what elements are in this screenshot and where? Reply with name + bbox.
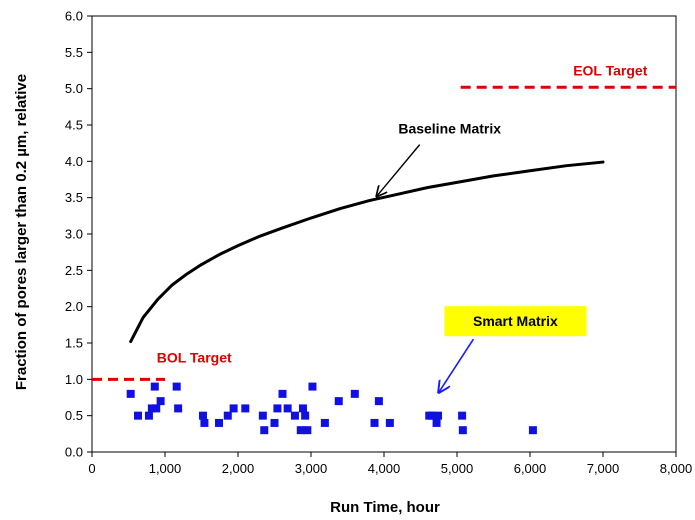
x-tick-label: 4,000: [368, 461, 401, 476]
smart-matrix-point: [303, 426, 312, 435]
x-tick-label: 6,000: [514, 461, 547, 476]
x-tick-label: 0: [88, 461, 95, 476]
baseline-matrix-arrow: [377, 144, 421, 197]
smart-matrix-callout-box: [444, 306, 587, 337]
smart-matrix-point: [278, 389, 287, 398]
smart-matrix-point: [229, 404, 238, 413]
smart-matrix-point: [308, 382, 317, 391]
y-tick-label: 3.5: [65, 190, 83, 205]
smart-matrix-point: [126, 389, 135, 398]
smart-matrix-point: [172, 382, 181, 391]
smart-matrix-point: [152, 404, 161, 413]
y-tick-label: 5.5: [65, 45, 83, 60]
y-tick-label: 2.0: [65, 299, 83, 314]
smart-matrix-point: [298, 404, 307, 413]
smart-matrix-point: [260, 426, 269, 435]
smart-matrix-point: [283, 404, 292, 413]
smart-matrix-point: [215, 418, 224, 427]
y-tick-label: 0.5: [65, 408, 83, 423]
smart-matrix-arrow: [439, 338, 475, 392]
smart-matrix-point: [301, 411, 310, 420]
y-axis-title: Fraction of pores larger than 0.2 µm, re…: [13, 74, 30, 390]
smart-matrix-point: [434, 411, 443, 420]
smart-matrix-point: [273, 404, 282, 413]
smart-matrix-point: [370, 418, 379, 427]
smart-matrix-point: [144, 411, 153, 420]
x-tick-label: 8,000: [660, 461, 693, 476]
y-tick-label: 1.0: [65, 372, 83, 387]
smart-matrix-point: [200, 418, 209, 427]
smart-matrix-point: [270, 418, 279, 427]
smart-matrix-point: [432, 418, 441, 427]
smart-matrix-point: [350, 389, 359, 398]
y-tick-label: 0.0: [65, 445, 83, 460]
y-tick-label: 1.5: [65, 336, 83, 351]
smart-matrix-point: [334, 397, 343, 406]
smart-matrix-point: [458, 411, 467, 420]
smart-matrix-point: [223, 411, 232, 420]
eol-target-label: EOL Target: [573, 63, 648, 79]
smart-matrix-point: [241, 404, 250, 413]
x-axis-title: Run Time, hour: [330, 499, 440, 516]
baseline-matrix-line: [129, 160, 605, 344]
smart-matrix-point: [528, 426, 537, 435]
y-tick-label: 5.0: [65, 81, 83, 96]
smart-matrix-point: [150, 382, 159, 391]
x-tick-label: 1,000: [149, 461, 182, 476]
smart-matrix-point: [296, 426, 305, 435]
x-tick-label: 3,000: [295, 461, 328, 476]
smart-matrix-point: [320, 418, 329, 427]
x-tick-label: 2,000: [222, 461, 255, 476]
y-tick-label: 4.0: [65, 154, 83, 169]
y-tick-label: 3.0: [65, 227, 83, 242]
smart-matrix-point: [258, 411, 267, 420]
smart-matrix-point: [374, 397, 383, 406]
bol-target-label: BOL Target: [157, 350, 232, 366]
y-tick-label: 6.0: [65, 9, 83, 24]
smart-matrix-point: [174, 404, 183, 413]
x-tick-label: 5,000: [441, 461, 474, 476]
smart-matrix-point: [428, 411, 437, 420]
smart-matrix-point: [385, 418, 394, 427]
smart-matrix-label: Smart Matrix: [473, 313, 558, 329]
smart-matrix-point: [458, 426, 467, 435]
smart-matrix-point: [290, 411, 299, 420]
y-tick-label: 2.5: [65, 263, 83, 278]
baseline-matrix-label: Baseline Matrix: [398, 121, 501, 137]
plot-area: 0.0 0.5 1.0 1.5 2.0 2.5 3.0 3.5 4.0 4.5 5.0 5.5 6.0 0…: [65, 9, 692, 477]
y-tick-label: 4.5: [65, 118, 83, 133]
smart-matrix-point: [147, 404, 156, 413]
smart-matrix-point: [156, 397, 165, 406]
x-tick-label: 7,000: [587, 461, 620, 476]
smart-matrix-point: [198, 411, 207, 420]
smart-matrix-point: [133, 411, 142, 420]
